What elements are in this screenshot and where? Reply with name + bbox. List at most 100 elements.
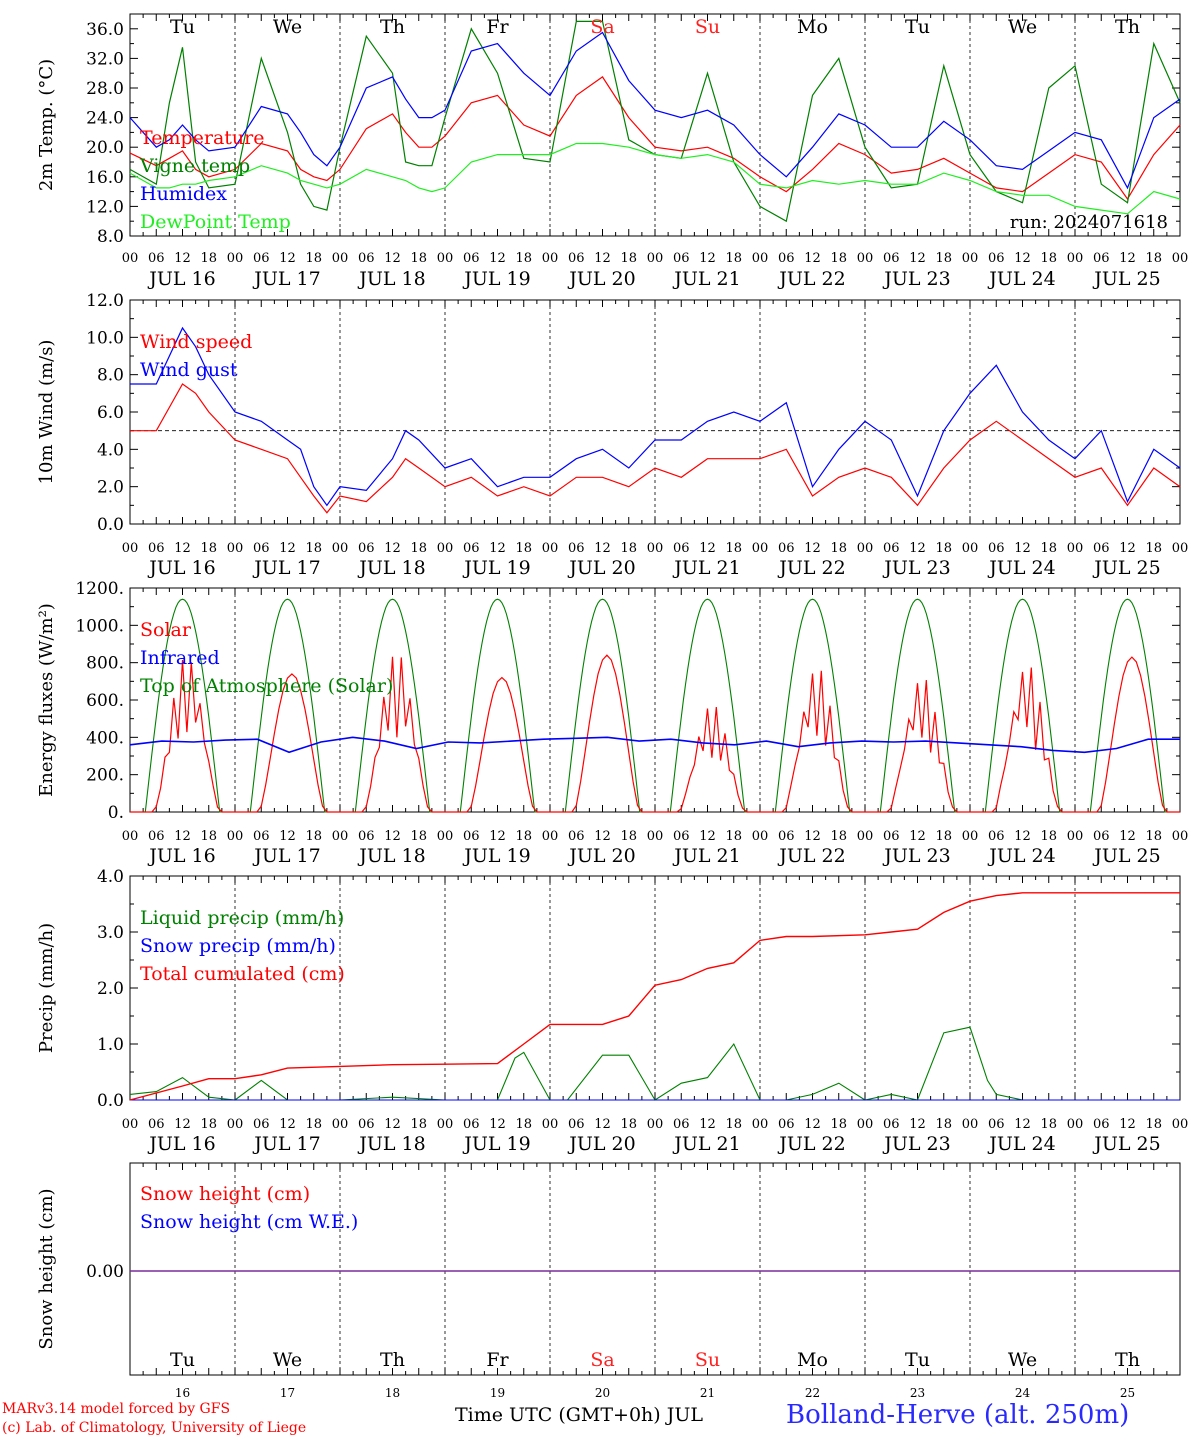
date-label: JUL 21 bbox=[672, 845, 740, 867]
hour-tick-label: 06 bbox=[253, 829, 270, 844]
date-label: JUL 18 bbox=[357, 845, 425, 867]
date-label: JUL 21 bbox=[672, 1133, 740, 1155]
hour-tick-label: 12 bbox=[174, 1117, 191, 1132]
weekday-label: Su bbox=[695, 16, 720, 38]
date-label: JUL 16 bbox=[147, 557, 215, 579]
hour-tick-label: 00 bbox=[647, 829, 664, 844]
hour-tick-label: 12 bbox=[384, 251, 401, 266]
model-credit: MARv3.14 model forced by GFS (c) Lab. of… bbox=[2, 1400, 422, 1438]
hour-tick-label: 18 bbox=[410, 1117, 427, 1132]
hour-tick-label: 06 bbox=[358, 541, 375, 556]
day-number-label: 24 bbox=[1015, 1386, 1031, 1400]
date-label: JUL 20 bbox=[567, 268, 635, 290]
date-label: JUL 22 bbox=[777, 845, 845, 867]
hour-tick-label: 18 bbox=[725, 541, 742, 556]
y-axis-label: 2m Temp. (°C) bbox=[36, 59, 57, 191]
hour-tick-label: 18 bbox=[725, 829, 742, 844]
weekday-label: Tu bbox=[170, 1349, 195, 1371]
hour-tick-label: 12 bbox=[279, 541, 296, 556]
date-label: JUL 17 bbox=[252, 557, 320, 579]
hour-tick-label: 00 bbox=[122, 829, 139, 844]
hour-tick-label: 00 bbox=[962, 1117, 979, 1132]
hour-tick-label: 18 bbox=[305, 541, 322, 556]
panel-frame bbox=[129, 587, 1181, 813]
date-label: JUL 23 bbox=[882, 268, 950, 290]
hour-tick-label: 18 bbox=[305, 251, 322, 266]
hour-tick-label: 18 bbox=[515, 1117, 532, 1132]
hour-tick-label: 06 bbox=[1093, 1117, 1110, 1132]
hour-tick-label: 18 bbox=[830, 1117, 847, 1132]
hour-tick-label: 00 bbox=[437, 1117, 454, 1132]
hour-tick-label: 00 bbox=[647, 251, 664, 266]
hour-tick-label: 12 bbox=[594, 541, 611, 556]
date-label: JUL 19 bbox=[462, 268, 530, 290]
hour-tick-label: 00 bbox=[542, 1117, 559, 1132]
weekday-label: Su bbox=[695, 1349, 720, 1371]
hour-tick-label: 00 bbox=[857, 1117, 874, 1132]
date-label: JUL 24 bbox=[987, 268, 1055, 290]
hour-tick-label: 06 bbox=[1093, 829, 1110, 844]
series-line bbox=[129, 20, 1181, 223]
model-credit-line1: MARv3.14 model forced by GFS bbox=[2, 1401, 231, 1417]
day-number-label: 16 bbox=[175, 1386, 190, 1400]
date-label: JUL 23 bbox=[882, 845, 950, 867]
hour-tick-label: 06 bbox=[778, 1117, 795, 1132]
weekday-label: We bbox=[1008, 16, 1037, 38]
hour-tick-label: 06 bbox=[253, 541, 270, 556]
hour-tick-label: 06 bbox=[253, 1117, 270, 1132]
hour-tick-label: 00 bbox=[542, 829, 559, 844]
legend-entry: Top of Atmosphere (Solar) bbox=[140, 675, 393, 697]
hour-tick-label: 06 bbox=[883, 1117, 900, 1132]
hour-tick-label: 00 bbox=[962, 251, 979, 266]
panel-temp: 00 06 12 18 JUL 16 00 06 12 18 JUL 17 00 06 12 18 JUL … bbox=[36, 13, 1188, 290]
legend-entry: Liquid precip (mm/h) bbox=[140, 907, 344, 929]
date-label: JUL 17 bbox=[252, 268, 320, 290]
hour-tick-label: 12 bbox=[489, 829, 506, 844]
hour-tick-label: 06 bbox=[568, 1117, 585, 1132]
hour-tick-label: 12 bbox=[384, 1117, 401, 1132]
hour-tick-label: 06 bbox=[673, 1117, 690, 1132]
hour-tick-label: 06 bbox=[883, 541, 900, 556]
hour-tick-label: 12 bbox=[909, 251, 926, 266]
hour-tick-label: 00 bbox=[227, 829, 244, 844]
date-label: JUL 25 bbox=[1092, 1133, 1160, 1155]
weekday-label: Mo bbox=[797, 16, 828, 38]
hour-tick-label: 18 bbox=[1145, 1117, 1162, 1132]
date-label: JUL 16 bbox=[147, 1133, 215, 1155]
hour-tick-label: 00 bbox=[437, 541, 454, 556]
day-number-label: 21 bbox=[700, 1386, 715, 1400]
date-label: JUL 22 bbox=[777, 268, 845, 290]
hour-tick-label: 06 bbox=[463, 829, 480, 844]
hour-tick-label: 18 bbox=[1040, 1117, 1057, 1132]
hour-tick-label: 18 bbox=[1145, 251, 1162, 266]
legend-entry: Infrared bbox=[140, 647, 220, 669]
weekday-label: Th bbox=[380, 1349, 405, 1371]
date-label: JUL 25 bbox=[1092, 268, 1160, 290]
hour-tick-label: 06 bbox=[148, 541, 165, 556]
y-tick-label: 2.0 bbox=[97, 979, 124, 999]
hour-tick-label: 12 bbox=[174, 541, 191, 556]
hour-tick-label: 12 bbox=[489, 251, 506, 266]
hour-tick-label: 00 bbox=[1067, 541, 1084, 556]
date-label: JUL 23 bbox=[882, 1133, 950, 1155]
hour-tick-label: 18 bbox=[200, 829, 217, 844]
hour-tick-label: 12 bbox=[1014, 829, 1031, 844]
hour-tick-label: 06 bbox=[673, 829, 690, 844]
hour-tick-label: 06 bbox=[778, 829, 795, 844]
hour-tick-label: 06 bbox=[568, 251, 585, 266]
day-number-label: 23 bbox=[910, 1386, 925, 1400]
series-line bbox=[130, 326, 1181, 507]
weekday-label: Fr bbox=[486, 16, 509, 38]
hour-tick-label: 18 bbox=[1040, 541, 1057, 556]
series-line bbox=[129, 76, 1181, 201]
weekday-label: Sa bbox=[590, 16, 614, 38]
hour-tick-label: 06 bbox=[148, 1117, 165, 1132]
day-number-label: 22 bbox=[805, 1386, 820, 1400]
hour-tick-label: 12 bbox=[699, 251, 716, 266]
hour-tick-label: 12 bbox=[909, 541, 926, 556]
y-tick-label: 4.0 bbox=[97, 440, 124, 460]
infrared-line bbox=[129, 736, 1180, 754]
hour-tick-label: 12 bbox=[174, 251, 191, 266]
y-axis-label: Snow height (cm) bbox=[36, 1188, 57, 1349]
